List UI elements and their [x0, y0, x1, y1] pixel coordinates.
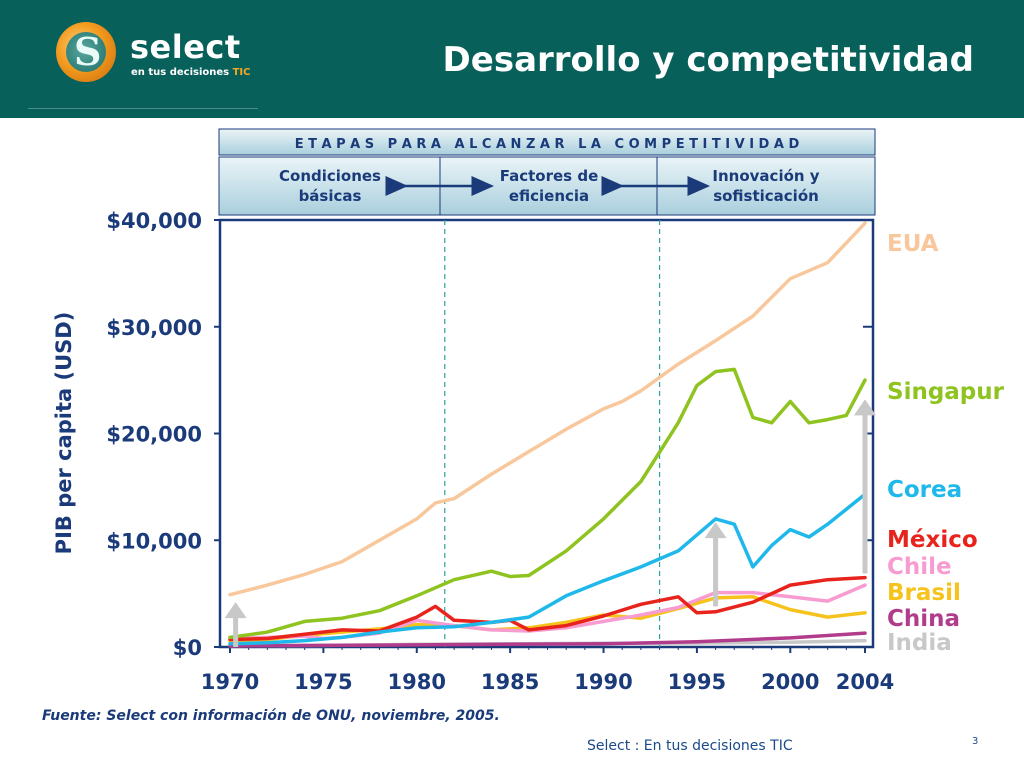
growth-arrow-head-icon — [704, 522, 727, 539]
legend-label: Corea — [887, 477, 962, 503]
x-tick-label: 1975 — [294, 670, 352, 694]
legend-label: Brasil — [887, 580, 961, 606]
y-tick-label: $20,000 — [106, 423, 202, 447]
series-line-corea — [228, 492, 867, 646]
y-axis-label: PIB per capita (USD) — [52, 312, 76, 555]
header-bar: S select en tus decisiones TIC Desarroll… — [0, 0, 1024, 118]
x-tick-label: 1970 — [201, 670, 259, 694]
source-note: Fuente: Select con información de ONU, n… — [42, 708, 500, 724]
x-tick-label: 1990 — [574, 670, 632, 694]
growth-arrow-head-icon — [224, 602, 247, 619]
select-logo-icon — [56, 22, 116, 82]
brand-tagline: en tus decisiones TIC — [131, 67, 251, 78]
legend-label: China — [887, 606, 960, 632]
page-number: 3 — [972, 736, 979, 747]
brand-name: select — [130, 28, 241, 66]
brand-divider — [28, 108, 258, 109]
y-tick-label: $0 — [173, 636, 202, 660]
stage-3-line1: Innovación y — [712, 167, 819, 185]
plot-area: $0 $10,000 $20,000 $30,000 $40,000 1970 1975 19… — [106, 209, 1004, 694]
legend-label: India — [887, 630, 952, 656]
x-tick-label: 1985 — [481, 670, 539, 694]
legend-label: Chile — [887, 554, 952, 580]
x-tick-label: 2000 — [761, 670, 819, 694]
stage-1-line1: Condiciones — [279, 167, 381, 185]
x-tick-label: 1995 — [668, 670, 726, 694]
slide-title: Desarrollo y competitividad — [442, 40, 974, 80]
footer-brand: Select : En tus decisiones TIC — [587, 738, 793, 754]
x-tick-label: 1980 — [388, 670, 446, 694]
y-tick-label: $40,000 — [106, 209, 202, 233]
legend-label: México — [887, 527, 978, 553]
stage-2-line1: Factores de — [500, 167, 599, 185]
y-tick-label: $10,000 — [106, 529, 202, 553]
plot-frame — [218, 218, 875, 649]
stage-2-line2: eficiencia — [509, 187, 589, 205]
y-tick-label: $30,000 — [106, 316, 202, 340]
stage-1-line2: básicas — [299, 187, 362, 205]
stages-heading: E T A P A S P A R A A L C A N Z A R L A … — [295, 137, 800, 152]
series-line-singapur — [228, 367, 867, 640]
x-tick-label: 2004 — [836, 670, 894, 694]
growth-arrow-head-icon — [854, 399, 876, 416]
series-line-eua — [228, 221, 867, 597]
stage-3-line2: sofisticación — [713, 187, 819, 205]
stages-banner: E T A P A S P A R A A L C A N Z A R L A … — [218, 128, 876, 216]
series-line-méxico — [228, 575, 867, 642]
series-line-china — [228, 631, 867, 648]
legend-label: Singapur — [887, 379, 1005, 405]
legend-label: EUA — [887, 231, 939, 257]
logo-glyph: S — [74, 29, 102, 74]
